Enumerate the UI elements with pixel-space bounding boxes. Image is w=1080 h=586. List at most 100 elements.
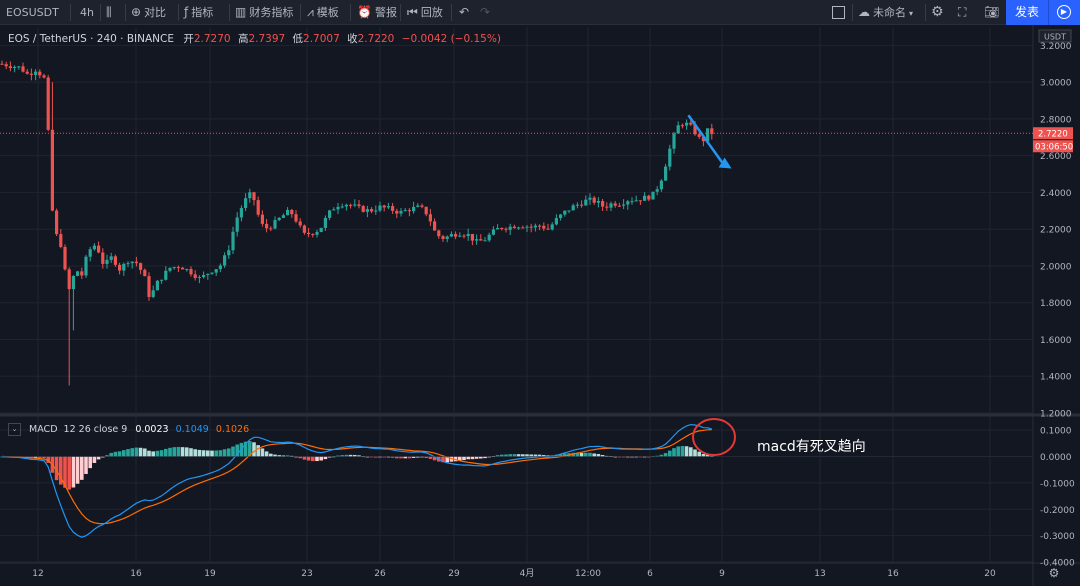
macd-line-value: 0.1049 bbox=[175, 424, 209, 435]
symbol-label: EOSUSDT bbox=[6, 6, 59, 19]
financial-icon: ▥ bbox=[235, 5, 247, 19]
price-tick-label: 2.8000 bbox=[1040, 115, 1072, 125]
candle-body bbox=[571, 205, 575, 211]
candle-body bbox=[235, 217, 239, 232]
candle-body bbox=[542, 225, 546, 229]
legend-title: EOS / TetherUS · 240 · BINANCE bbox=[8, 33, 174, 45]
macd-histogram-bar bbox=[96, 456, 101, 460]
compare-button[interactable]: ⊕ 对比 bbox=[131, 0, 166, 25]
publish-button[interactable]: 发表 bbox=[1006, 0, 1048, 25]
macd-histogram-bar bbox=[302, 456, 307, 460]
candle-body bbox=[391, 206, 395, 211]
layout-square-button[interactable] bbox=[832, 0, 848, 25]
macd-histogram-bar bbox=[353, 454, 357, 457]
play-button[interactable]: ▶ bbox=[1048, 0, 1080, 25]
macd-histogram-group bbox=[0, 441, 714, 490]
candle-body bbox=[353, 204, 357, 206]
legend-close-label: 收 bbox=[347, 33, 358, 45]
crossover-circle bbox=[692, 418, 736, 456]
candle-body bbox=[42, 75, 46, 78]
candle-body bbox=[655, 189, 659, 192]
candle-body bbox=[605, 206, 609, 208]
layout-name-button[interactable]: ☁ 未命名 ▾ bbox=[858, 0, 916, 25]
indicators-button[interactable]: ƒ 指标 bbox=[184, 0, 213, 25]
candle-body bbox=[126, 263, 130, 265]
candle-body bbox=[256, 200, 260, 215]
macd-histogram-bar bbox=[113, 451, 118, 457]
macd-histogram-bar bbox=[710, 455, 714, 457]
macd-histogram-bar bbox=[432, 456, 437, 461]
candle-body bbox=[151, 290, 155, 297]
macd-histogram-bar bbox=[264, 451, 269, 457]
undo-button[interactable]: ↶ bbox=[459, 0, 472, 25]
candle-body bbox=[311, 234, 315, 236]
currency-label: USDT bbox=[1044, 33, 1066, 42]
candle-body bbox=[134, 261, 138, 264]
collapse-chevron-icon[interactable]: ⌄ bbox=[8, 423, 21, 436]
candle-body bbox=[294, 214, 298, 222]
macd-histogram-bar bbox=[659, 454, 664, 457]
undo-icon: ↶ bbox=[459, 5, 470, 19]
toolbar-divider bbox=[400, 4, 401, 21]
indicator-fx-icon: ƒ bbox=[184, 5, 189, 19]
alert-button[interactable]: ⏰ 警报 bbox=[357, 0, 397, 25]
toolbar-divider bbox=[70, 4, 71, 21]
macd-histogram-bar bbox=[374, 456, 378, 458]
last-price-label: 2.7220 bbox=[1038, 130, 1068, 140]
candle-body bbox=[697, 134, 701, 137]
candle-body bbox=[685, 122, 689, 126]
settings-button[interactable]: ⚙ bbox=[931, 0, 947, 25]
macd-histogram-bar bbox=[46, 456, 50, 463]
macd-histogram-bar bbox=[92, 456, 97, 463]
snapshot-button[interactable]: 📷︎ bbox=[984, 0, 1002, 25]
candle-body bbox=[689, 122, 693, 125]
candle-body bbox=[181, 267, 185, 270]
candle-body bbox=[483, 240, 487, 242]
time-tick-label: 23 bbox=[301, 569, 312, 579]
macd-histogram-bar bbox=[197, 449, 202, 457]
legend-close: 2.7220 bbox=[357, 33, 395, 45]
time-tick-label: 16 bbox=[130, 569, 142, 579]
replay-button[interactable]: ⏮ 回放 bbox=[407, 0, 443, 25]
macd-histogram-bar bbox=[130, 448, 134, 457]
interval-button[interactable]: 4h bbox=[80, 0, 94, 25]
macd-histogram-bar bbox=[676, 446, 680, 457]
financials-button[interactable]: ▥ 财务指标 bbox=[235, 0, 293, 25]
macd-histogram-bar bbox=[537, 454, 542, 457]
macd-histogram-bar bbox=[613, 456, 617, 458]
symbol-search[interactable]: EOSUSDT bbox=[6, 0, 59, 25]
bar-style-button[interactable]: ⫼ bbox=[106, 0, 115, 25]
candle-body bbox=[290, 209, 294, 215]
candle-body bbox=[475, 239, 479, 241]
fullscreen-button[interactable]: ⛶ bbox=[958, 0, 969, 25]
legend-open-label: 开 bbox=[183, 33, 194, 45]
candle-body bbox=[638, 200, 642, 202]
candle-body bbox=[25, 71, 29, 74]
candle-body bbox=[155, 280, 159, 291]
macd-histogram-bar bbox=[525, 454, 529, 457]
candle-body bbox=[538, 225, 542, 227]
macd-histogram-bar bbox=[332, 456, 336, 458]
macd-histogram-bar bbox=[605, 455, 609, 457]
candle-body bbox=[491, 229, 495, 235]
candle-body bbox=[281, 215, 285, 218]
macd-histogram-bar bbox=[323, 456, 328, 460]
macd-histogram-bar bbox=[134, 447, 139, 457]
templates-button[interactable]: ⩘ 模板 bbox=[307, 0, 339, 25]
candle-body bbox=[672, 133, 676, 149]
time-tick-label: 16 bbox=[887, 569, 899, 579]
play-icon: ▶ bbox=[1057, 5, 1071, 19]
candle-body bbox=[349, 204, 353, 206]
compare-plus-icon: ⊕ bbox=[131, 5, 142, 19]
candle-body bbox=[357, 204, 361, 207]
macd-histogram-bar bbox=[176, 446, 181, 457]
legend-open: 2.7270 bbox=[193, 33, 231, 45]
candle-body bbox=[265, 223, 269, 229]
redo-button[interactable]: ↷ bbox=[480, 0, 493, 25]
macd-line bbox=[1, 423, 712, 538]
price-tick-label: 1.2000 bbox=[1040, 410, 1072, 420]
macd-histogram-bar bbox=[248, 441, 252, 457]
candle-body bbox=[0, 63, 4, 65]
price-tick-label: 1.4000 bbox=[1040, 373, 1072, 383]
